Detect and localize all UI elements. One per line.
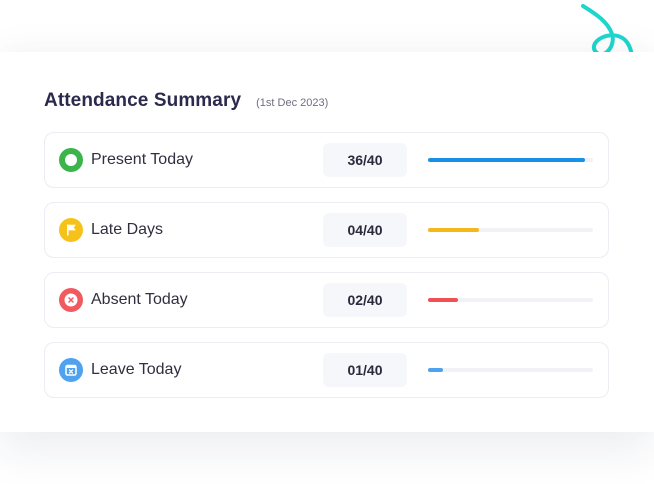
- count-badge: 04/40: [323, 213, 407, 247]
- progress-track: [428, 368, 593, 372]
- list-item-present[interactable]: Present Today 36/40: [44, 132, 609, 188]
- row-label: Late Days: [91, 221, 164, 238]
- list-item-late[interactable]: Late Days 04/40: [44, 202, 609, 258]
- date-label: (1st Dec 2023): [256, 97, 329, 109]
- row-label: Present Today: [91, 151, 193, 168]
- row-label: Absent Today: [91, 291, 188, 308]
- close-icon: [59, 288, 83, 312]
- flag-icon: [59, 218, 83, 242]
- calendar-icon: [59, 358, 83, 382]
- card-header: Attendance Summary (1st Dec 2023): [44, 90, 328, 112]
- progress-track: [428, 298, 593, 302]
- count-badge: 36/40: [323, 143, 407, 177]
- progress-fill: [428, 298, 458, 302]
- row-label: Leave Today: [91, 361, 182, 378]
- attendance-list: Present Today 36/40 Late Days 04/40: [44, 132, 609, 412]
- progress-fill: [428, 228, 480, 232]
- progress-fill: [428, 368, 443, 372]
- present-status-icon: [59, 148, 83, 172]
- count-badge: 02/40: [323, 283, 407, 317]
- list-item-absent[interactable]: Absent Today 02/40: [44, 272, 609, 328]
- progress-fill: [428, 158, 585, 162]
- progress-track: [428, 158, 593, 162]
- list-item-leave[interactable]: Leave Today 01/40: [44, 342, 609, 398]
- count-badge: 01/40: [323, 353, 407, 387]
- progress-track: [428, 228, 593, 232]
- page-title: Attendance Summary: [44, 90, 242, 111]
